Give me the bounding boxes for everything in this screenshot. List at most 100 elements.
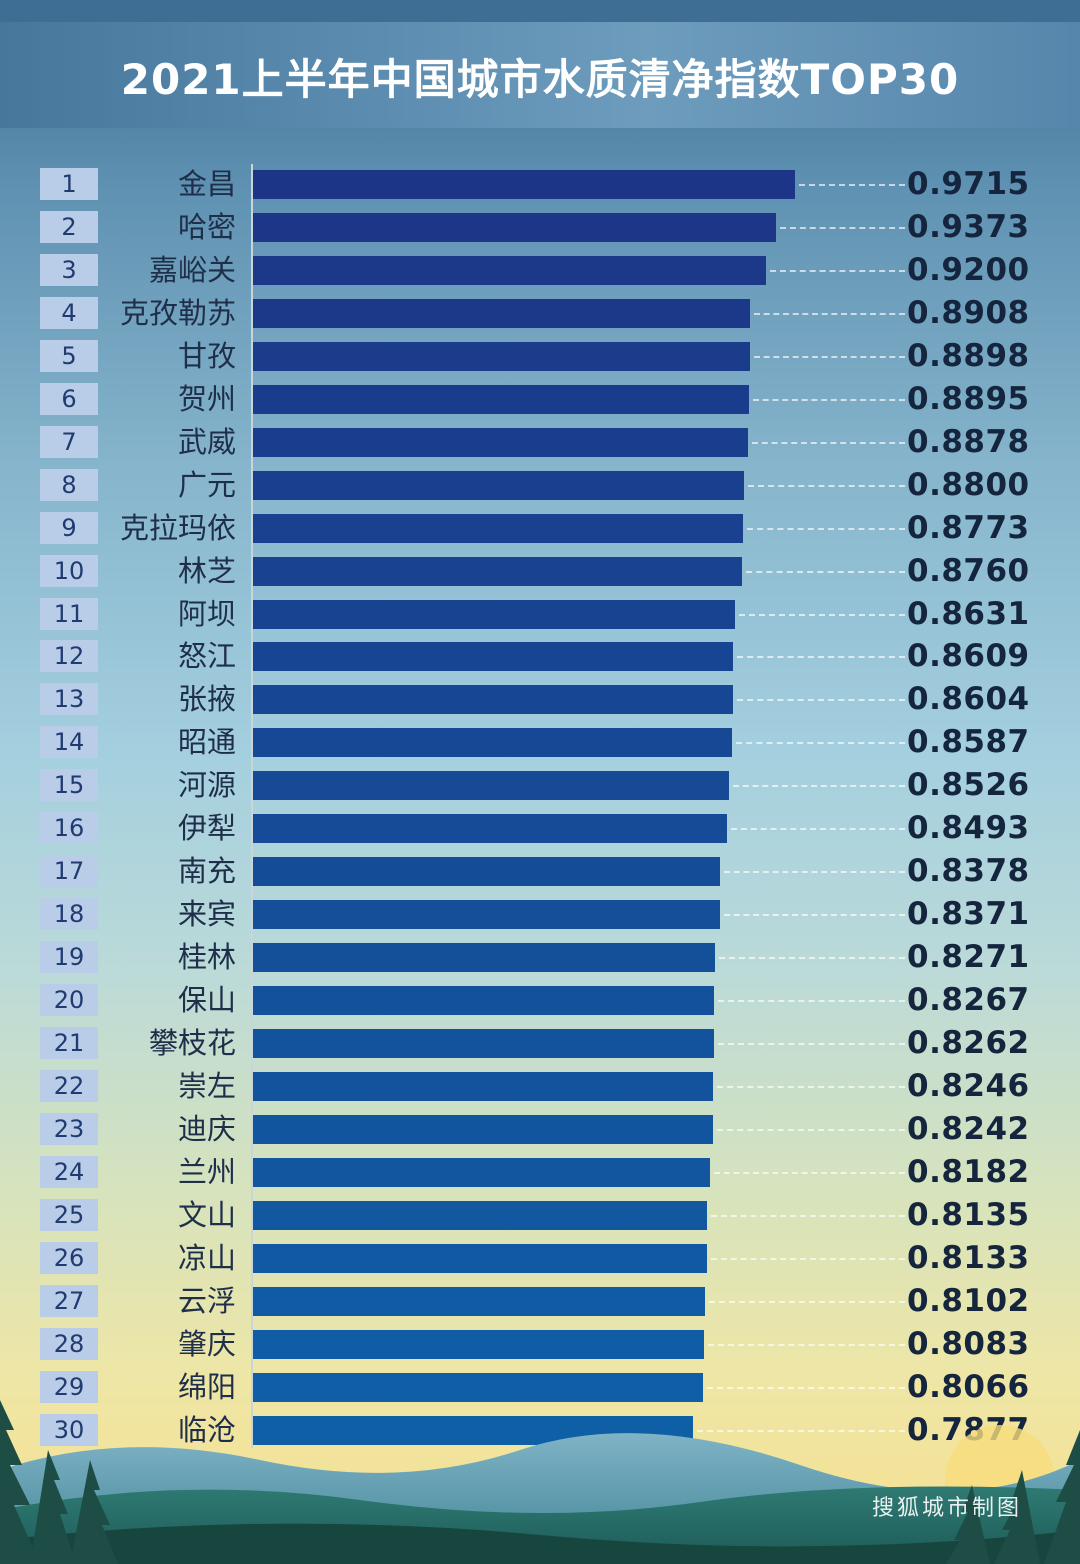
city-label: 攀枝花	[148, 1026, 236, 1060]
rank-badge: 30	[40, 1413, 98, 1446]
leader-line	[696, 1429, 905, 1432]
bar	[253, 255, 767, 285]
rank-badge: 12	[40, 640, 98, 673]
rank-badge: 26	[40, 1241, 98, 1274]
leader-line	[718, 1043, 905, 1045]
value-label: 0.8083	[907, 1325, 1030, 1362]
rank-badge: 5	[40, 339, 98, 372]
rank-badge: 3	[40, 253, 98, 286]
leader-line	[709, 1300, 905, 1303]
city-label: 林芝	[177, 553, 236, 588]
value-label: 0.8800	[907, 466, 1030, 503]
bar	[253, 986, 715, 1016]
bar	[253, 513, 743, 543]
title-band	[0, 22, 1080, 128]
bar	[253, 1372, 704, 1402]
mountain-forest-scenery	[0, 1400, 1080, 1564]
leader-line	[770, 269, 905, 272]
value-label: 0.8182	[907, 1153, 1030, 1190]
bar	[253, 341, 750, 371]
rank-badge: 4	[40, 296, 98, 329]
rank-badge: 11	[40, 597, 98, 630]
rank-badge: 1	[40, 168, 98, 200]
bar	[253, 642, 734, 672]
rank-badge: 22	[40, 1069, 98, 1102]
rank-badge: 19	[40, 941, 98, 974]
leader-line	[737, 699, 905, 702]
value-label: 0.9200	[907, 251, 1030, 288]
city-label: 来宾	[177, 897, 236, 932]
value-label: 0.9715	[907, 166, 1030, 202]
value-label: 0.8908	[907, 294, 1030, 331]
rank-badge: 24	[40, 1155, 98, 1188]
value-label: 0.8371	[907, 896, 1030, 933]
rank-badge: 7	[40, 425, 98, 458]
leader-line	[746, 527, 905, 530]
value-label: 0.8135	[907, 1196, 1030, 1233]
value-label: 0.8878	[907, 423, 1030, 460]
bar	[253, 384, 750, 414]
leader-line	[732, 785, 905, 788]
city-label: 昭通	[177, 725, 236, 760]
leader-line	[745, 570, 905, 573]
leader-line	[737, 656, 905, 659]
category-axis-line	[251, 164, 253, 1448]
bar	[253, 685, 734, 715]
bar	[253, 298, 751, 328]
value-label: 0.9373	[907, 208, 1030, 245]
city-label: 克孜勒苏	[119, 295, 236, 330]
rank-badge: 15	[40, 769, 98, 802]
top-strip	[0, 0, 1080, 22]
rank-badge: 17	[40, 855, 98, 888]
leader-line	[724, 871, 905, 874]
bar	[253, 470, 745, 500]
rank-badge: 25	[40, 1198, 98, 1231]
rank-badge: 27	[40, 1284, 98, 1317]
city-label: 临沧	[177, 1412, 236, 1447]
value-label: 0.8631	[907, 595, 1030, 632]
leader-line	[713, 1171, 905, 1174]
rank-badge: 29	[40, 1370, 98, 1403]
city-label: 克拉玛依	[119, 510, 236, 545]
bar	[253, 728, 733, 758]
city-label: 绵阳	[177, 1369, 236, 1404]
value-label: 0.8895	[907, 380, 1030, 417]
bar	[253, 1286, 706, 1316]
leader-line	[718, 1000, 905, 1003]
rank-badge: 9	[40, 511, 98, 544]
bar	[253, 857, 721, 887]
value-label: 0.8242	[907, 1110, 1030, 1147]
city-label: 河源	[177, 768, 236, 803]
leader-line	[738, 613, 905, 616]
rank-badge: 21	[40, 1027, 98, 1059]
city-label: 怒江	[177, 639, 236, 674]
rank-badge: 13	[40, 683, 98, 716]
leader-line	[730, 828, 905, 831]
leader-line	[718, 957, 905, 960]
city-label: 广元	[177, 467, 236, 502]
bar	[253, 1114, 713, 1144]
leader-line	[717, 1085, 905, 1088]
city-label: 凉山	[177, 1240, 236, 1275]
bar	[253, 900, 721, 930]
city-label: 贺州	[177, 381, 236, 416]
value-label: 0.8604	[907, 681, 1030, 718]
city-label: 文山	[177, 1197, 236, 1232]
leader-line	[724, 914, 905, 917]
bar	[253, 1071, 714, 1101]
value-label: 0.8773	[907, 509, 1030, 546]
leader-line	[753, 355, 905, 358]
bar	[253, 556, 742, 586]
value-label: 0.8760	[907, 552, 1030, 589]
rank-badge: 2	[40, 210, 98, 243]
value-label: 0.8066	[907, 1368, 1030, 1405]
bar	[253, 212, 776, 242]
rank-badge: 23	[40, 1112, 98, 1145]
value-label: 0.8267	[907, 982, 1030, 1019]
leader-line	[736, 742, 905, 745]
city-label: 桂林	[177, 940, 236, 975]
value-label: 0.8609	[907, 638, 1030, 675]
city-label: 南充	[177, 854, 236, 889]
rank-badge: 14	[40, 726, 98, 759]
leader-line	[716, 1128, 905, 1131]
